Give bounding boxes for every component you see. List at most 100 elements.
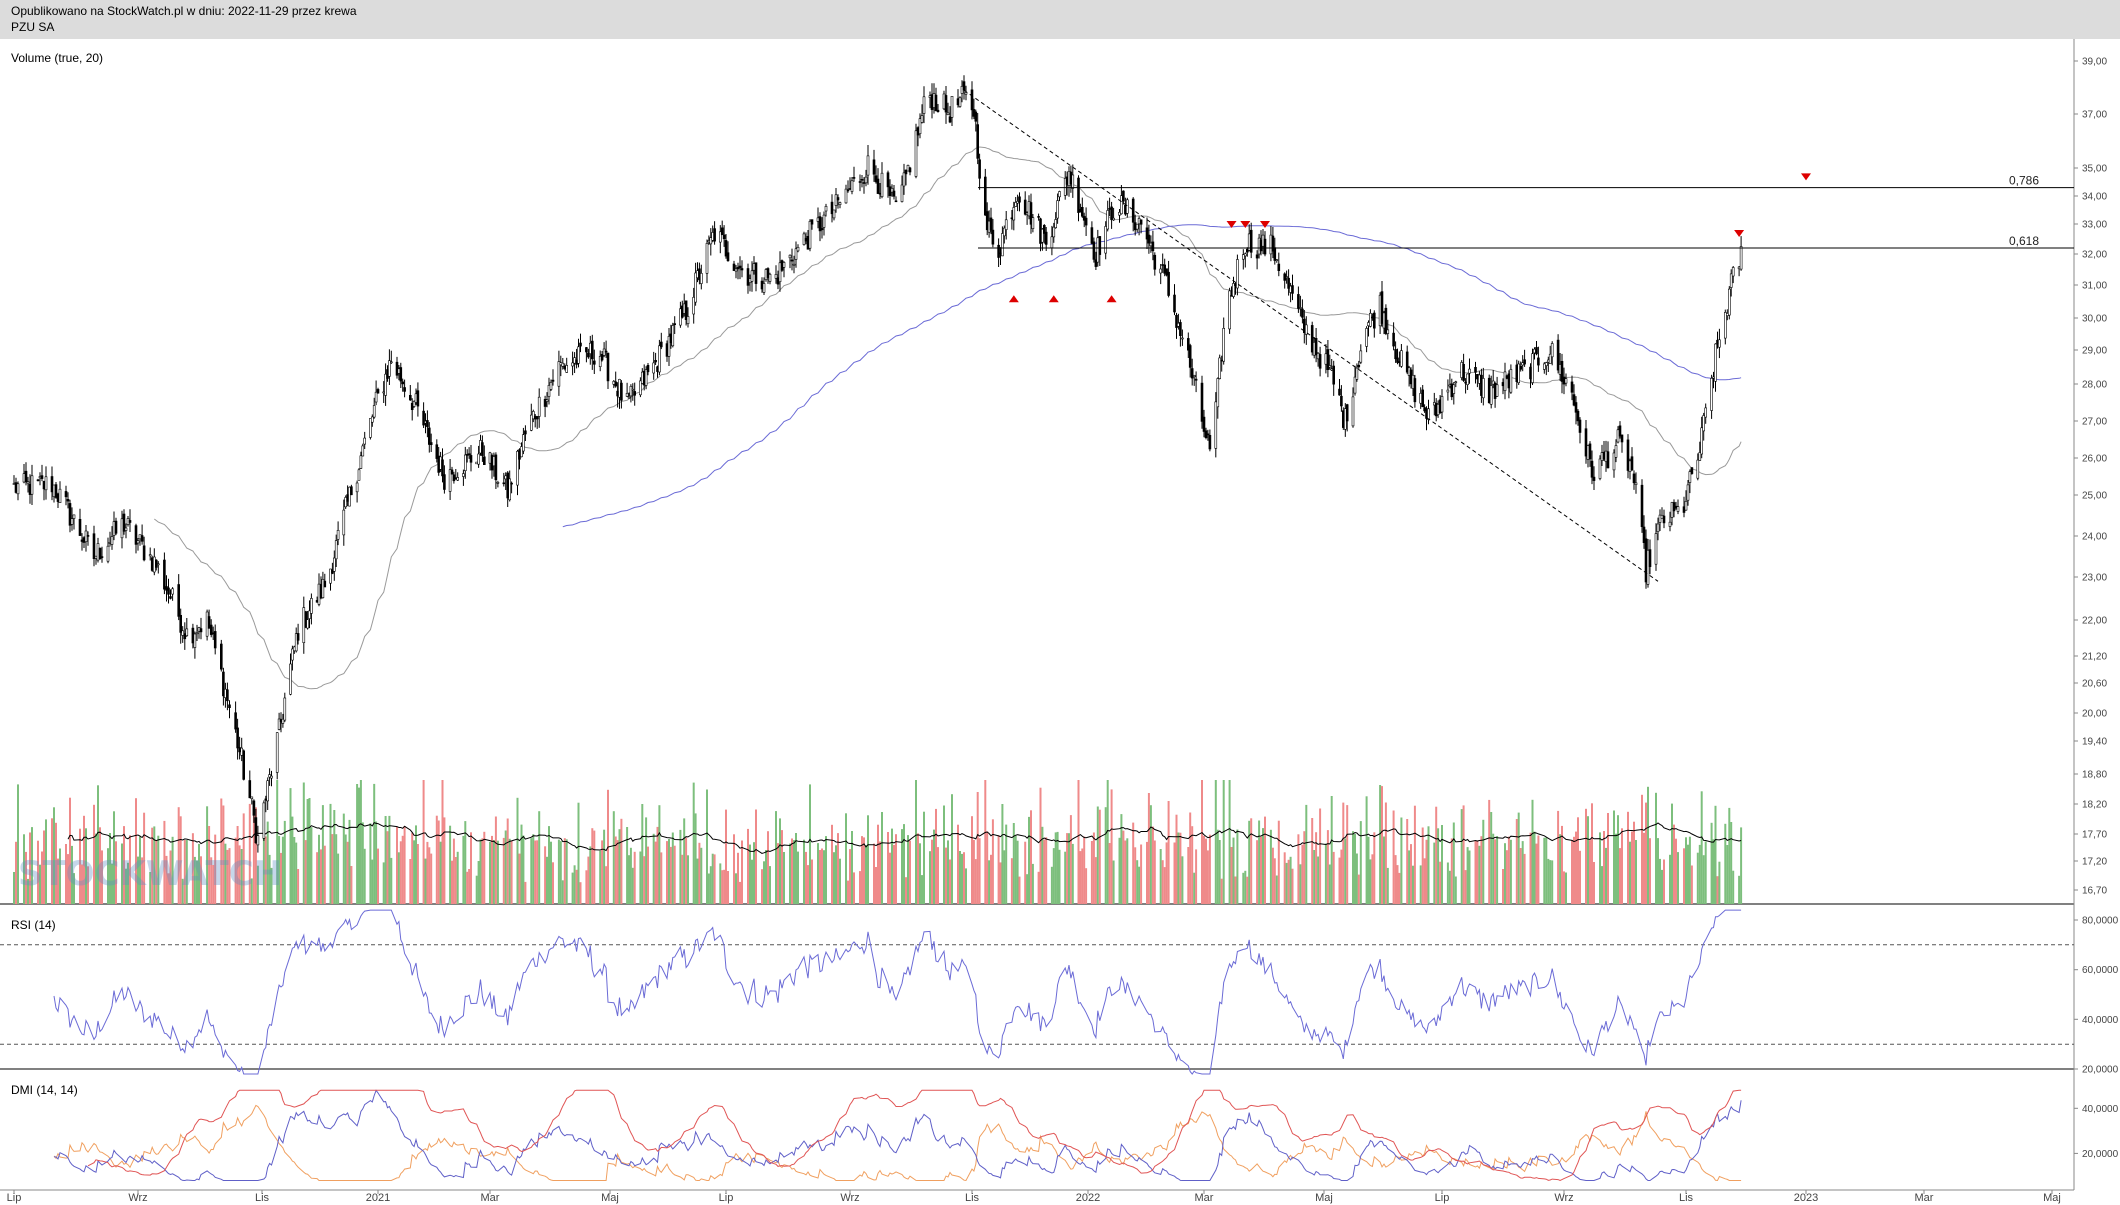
volume-bar — [1381, 786, 1383, 904]
volume-bar — [1005, 824, 1008, 904]
volume-bar — [99, 827, 101, 904]
candle-body — [788, 254, 792, 259]
candle-body — [106, 545, 110, 562]
volume-bar — [1287, 859, 1290, 904]
volume-bar — [424, 858, 427, 904]
candle-body — [846, 189, 850, 192]
volume-bar — [1338, 857, 1341, 904]
candle-body — [1081, 207, 1084, 217]
volume-bar — [577, 802, 580, 904]
price-y-tick-label: 21,20 — [2082, 652, 2107, 663]
candle-body — [1712, 376, 1715, 379]
candle-body — [587, 352, 590, 358]
candle-body — [818, 216, 822, 232]
candle-body — [78, 518, 82, 536]
volume-bar — [557, 839, 560, 904]
candle-body — [122, 513, 126, 532]
candle-body — [1029, 202, 1033, 225]
candle-body — [334, 540, 338, 560]
volume-bar — [1480, 836, 1483, 904]
trendline — [963, 89, 1659, 582]
x-tick-label: Mar — [1195, 1192, 1214, 1204]
candle-body — [1084, 217, 1088, 226]
watermark: STOCKWATCH — [18, 854, 282, 894]
volume-bar — [139, 836, 141, 904]
volume-bar — [1464, 870, 1467, 904]
volume-bar — [254, 807, 257, 904]
volume-bar — [931, 839, 933, 904]
candle-body — [565, 365, 569, 373]
volume-bar — [508, 838, 511, 904]
volume-bar — [234, 837, 237, 904]
candle-body — [946, 112, 950, 116]
volume-bar — [1324, 843, 1327, 904]
candle-body — [236, 727, 239, 749]
volume-bar — [439, 841, 442, 904]
volume-bar — [1690, 865, 1693, 904]
candle-body — [281, 718, 285, 724]
candle-body — [510, 482, 513, 485]
candle-body — [1004, 219, 1008, 230]
volume-bar — [587, 856, 590, 904]
candle-body — [577, 346, 580, 364]
volume-bar — [671, 832, 674, 904]
volume-bar — [1543, 837, 1546, 904]
candle-body — [138, 534, 142, 540]
volume-bar — [295, 842, 298, 904]
volume-bar — [1645, 802, 1647, 904]
volume-bar — [1112, 860, 1115, 904]
candle-body — [1462, 363, 1465, 381]
candle-body — [900, 184, 904, 202]
volume-bar — [252, 805, 255, 904]
x-tick-label: Maj — [601, 1192, 619, 1204]
volume-bar — [496, 840, 499, 904]
volume-bar — [1649, 838, 1651, 904]
volume-bar — [645, 817, 648, 904]
candle-body — [606, 352, 610, 382]
candle-body — [1519, 365, 1522, 370]
volume-bar — [1016, 840, 1019, 904]
volume-bar — [1205, 838, 1207, 904]
candle-body — [1043, 225, 1046, 234]
candle-body — [1332, 365, 1335, 385]
candle-body — [1507, 373, 1511, 389]
volume-bar — [278, 836, 281, 904]
volume-bar — [1675, 838, 1677, 904]
volume-bar — [1330, 796, 1333, 904]
candle-body — [40, 475, 44, 479]
x-tick-label: Lip — [719, 1192, 734, 1204]
volume-bar — [700, 847, 703, 904]
candle-body — [1598, 458, 1602, 479]
price-y-tick-label: 27,00 — [2082, 417, 2107, 428]
candle-body — [448, 469, 452, 492]
candle-body — [571, 362, 574, 367]
volume-bar — [1519, 848, 1522, 904]
candle-body — [482, 456, 486, 465]
volume-bar — [462, 835, 465, 904]
candle-body — [112, 521, 116, 536]
candle-body — [886, 172, 890, 188]
candle-body — [1604, 450, 1608, 462]
candle-body — [1606, 451, 1610, 469]
volume-bar — [1045, 837, 1048, 904]
candle-body — [450, 469, 454, 475]
candle-body — [934, 94, 938, 112]
volume-bar — [236, 826, 239, 904]
candle-body — [110, 536, 114, 545]
candle-body — [140, 535, 144, 542]
volume-bar — [1589, 840, 1591, 904]
candle-body — [850, 180, 854, 192]
volume-bar — [984, 780, 987, 904]
volume-bar — [390, 857, 393, 904]
volume-bar — [107, 848, 109, 904]
volume-bar — [1098, 809, 1101, 904]
x-tick-label: 2021 — [366, 1192, 390, 1204]
volume-bar — [1305, 804, 1308, 904]
candle-body — [1291, 285, 1294, 294]
candle-body — [248, 780, 252, 799]
candle-body — [1634, 482, 1638, 485]
x-tick-label: Lip — [1435, 1192, 1450, 1204]
candle-body — [72, 514, 76, 519]
volume-bar — [1386, 867, 1389, 904]
volume-bar — [550, 841, 552, 904]
